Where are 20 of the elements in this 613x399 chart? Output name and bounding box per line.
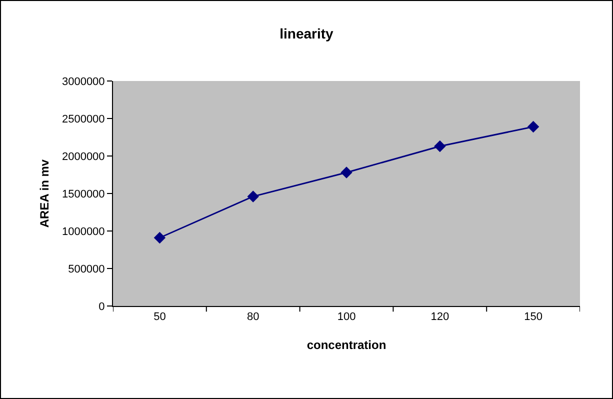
y-tick-label: 1000000 xyxy=(62,226,105,238)
y-tick-label: 2500000 xyxy=(62,113,105,126)
x-axis-title: concentration xyxy=(306,338,386,352)
point xyxy=(247,190,259,202)
x-tick-label: 50 xyxy=(154,311,166,324)
y-tick-label: 0 xyxy=(98,300,105,313)
x-tick-label: 80 xyxy=(246,311,260,324)
y-tick-label: 500000 xyxy=(68,263,105,276)
point xyxy=(340,166,352,178)
chart-title: linearity xyxy=(280,26,334,42)
point xyxy=(434,140,446,152)
y-tick-label: 2000000 xyxy=(62,150,105,163)
y-tick-label: 1500000 xyxy=(62,188,105,200)
y-axis-title: AREA in mv xyxy=(37,159,52,228)
x-tick-label: 150 xyxy=(524,311,542,324)
point xyxy=(527,120,540,133)
x-tick-label: 120 xyxy=(430,311,450,324)
point xyxy=(154,232,166,244)
y-tick-label: 3000000 xyxy=(62,76,105,88)
x-tick-label: 100 xyxy=(337,311,356,324)
